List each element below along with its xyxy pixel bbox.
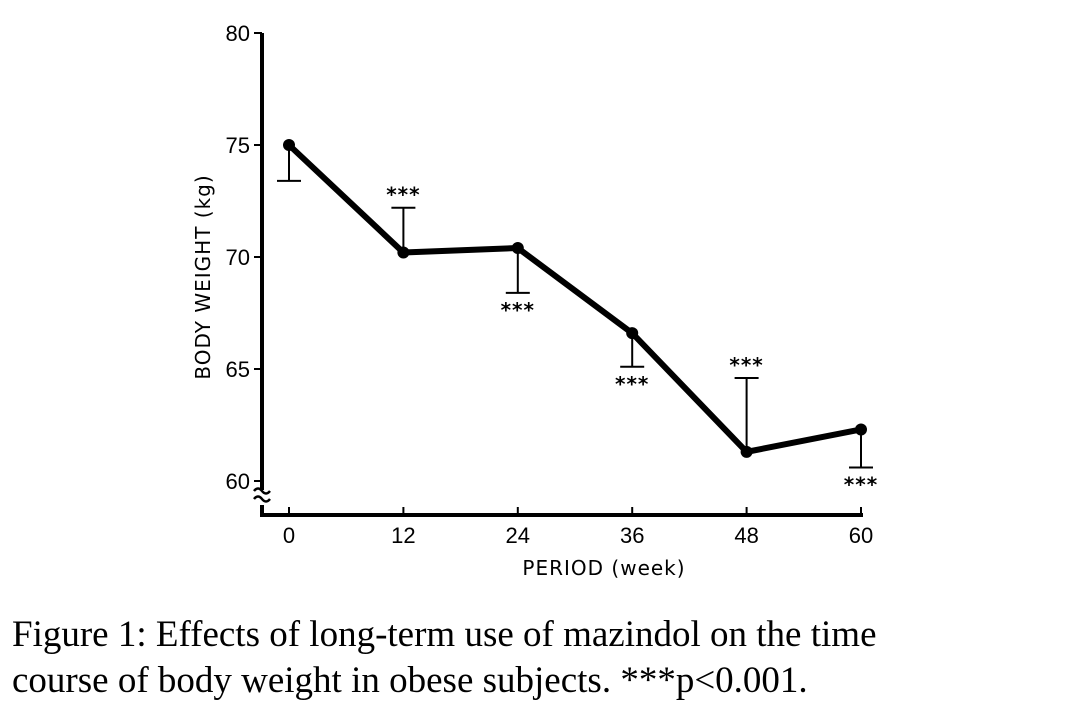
line-chart: 60 65 70 75 80 0 12 24 36 48 60 *** *** *** *** *** P… xyxy=(191,21,878,580)
data-point xyxy=(740,445,753,458)
y-tick-label: 70 xyxy=(226,245,250,270)
data-point xyxy=(511,242,524,255)
figure-caption: Figure 1: Effects of long-term use of ma… xyxy=(12,612,1082,704)
data-point xyxy=(397,246,410,259)
x-tick-label: 60 xyxy=(849,523,873,548)
data-line xyxy=(286,142,862,455)
significance-label: *** xyxy=(501,298,535,322)
data-point xyxy=(855,423,867,436)
axes xyxy=(253,33,863,517)
significance-markers: *** *** *** *** *** xyxy=(386,183,878,497)
y-tick-label: 60 xyxy=(226,469,250,494)
x-tick-label: 48 xyxy=(734,523,758,548)
x-ticks: 0 12 24 36 48 60 xyxy=(283,507,873,548)
y-tick-label: 75 xyxy=(226,133,250,158)
data-point xyxy=(626,327,639,340)
x-tick-label: 0 xyxy=(283,523,295,548)
error-bars xyxy=(277,145,873,469)
x-tick-label: 24 xyxy=(506,523,530,548)
caption-line-1: Figure 1: Effects of long-term use of ma… xyxy=(12,614,877,655)
data-point xyxy=(283,139,295,151)
y-tick-label: 65 xyxy=(226,357,250,382)
significance-label: *** xyxy=(386,183,420,207)
axis-break-symbol xyxy=(253,487,271,503)
x-tick-label: 12 xyxy=(391,523,415,548)
y-axis-title: BODY WEIGHT (kg) xyxy=(191,174,215,379)
x-axis-title: PERIOD (week) xyxy=(522,556,685,580)
x-tick-label: 36 xyxy=(620,523,644,548)
caption-line-2: course of body weight in obese subjects.… xyxy=(12,660,808,701)
series-line xyxy=(283,139,867,458)
significance-label: *** xyxy=(729,353,763,377)
y-tick-label: 80 xyxy=(226,21,250,46)
y-ticks: 60 65 70 75 80 xyxy=(226,21,262,494)
significance-label: *** xyxy=(615,372,649,396)
significance-label: *** xyxy=(844,473,878,497)
